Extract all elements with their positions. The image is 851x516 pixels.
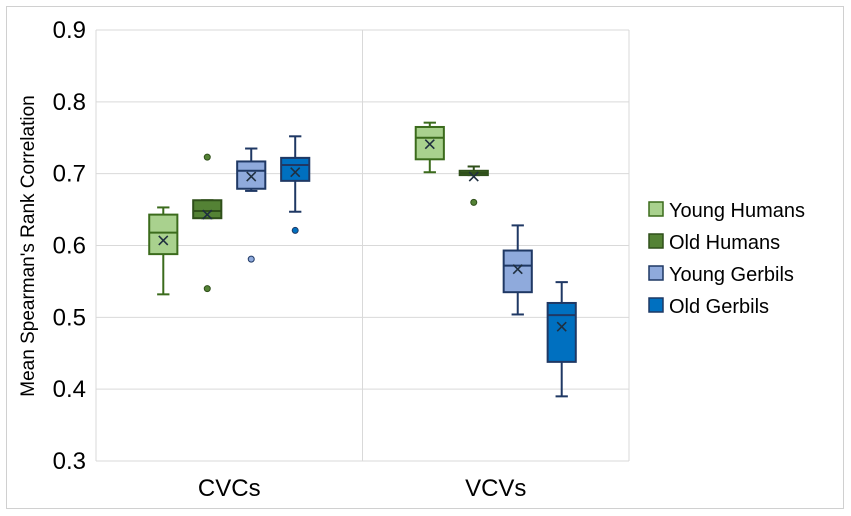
- legend-item-old-gerbils: Old Gerbils: [648, 296, 769, 318]
- mean-marker: [512, 264, 523, 275]
- legend-label: Young Humans: [669, 200, 805, 222]
- box-old-gerbils-vcvs: [546, 281, 577, 398]
- legend-swatch: [648, 201, 664, 217]
- x-category-labels: CVCs VCVs: [198, 475, 527, 502]
- box-iqr: [148, 213, 179, 256]
- mean-marker: [290, 167, 301, 178]
- legend-label: Young Gerbils: [669, 264, 794, 286]
- legend-item-old-humans: Old Humans: [648, 232, 780, 254]
- outlier-point: [247, 255, 255, 263]
- y-tick-label: 0.5: [53, 304, 86, 331]
- box-young-gerbils-vcvs: [502, 224, 533, 316]
- y-tick-label: 0.6: [53, 233, 86, 260]
- x-category-label: VCVs: [465, 475, 526, 502]
- legend-label: Old Humans: [669, 232, 780, 254]
- mean-marker: [468, 171, 479, 182]
- y-tick-label: 0.7: [53, 161, 86, 188]
- box-iqr: [502, 249, 533, 294]
- legend-item-young-gerbils: Young Gerbils: [648, 264, 794, 286]
- legend-swatch: [648, 265, 664, 281]
- grid-lines: [95, 29, 630, 462]
- box-old-humans-cvcs: [192, 153, 223, 293]
- box-iqr: [192, 199, 223, 220]
- mean-marker: [556, 321, 567, 332]
- mean-marker: [202, 209, 213, 220]
- outlier-point: [470, 198, 478, 206]
- legend: Young Humans Old Humans Young Gerbils Old G…: [648, 200, 805, 318]
- box-iqr: [546, 301, 577, 363]
- box-young-humans-cvcs: [148, 206, 179, 296]
- y-tick-label: 0.9: [53, 17, 86, 44]
- x-category-label: CVCs: [198, 475, 261, 502]
- box-old-humans-vcvs: [458, 165, 489, 206]
- y-tick-labels: 0.3 0.4 0.5 0.6 0.7 0.8 0.9: [53, 17, 86, 475]
- outlier-point: [203, 285, 211, 293]
- box-series: [148, 121, 577, 398]
- y-axis-label: Mean Spearman's Rank Correlation: [18, 95, 39, 396]
- chart-frame: [6, 6, 844, 509]
- mean-marker: [246, 171, 257, 182]
- box-young-gerbils-cvcs: [236, 147, 267, 263]
- legend-item-young-humans: Young Humans: [648, 200, 805, 222]
- mean-marker: [158, 235, 169, 246]
- legend-swatch: [648, 297, 664, 313]
- legend-label: Old Gerbils: [669, 296, 769, 318]
- y-tick-label: 0.3: [53, 448, 86, 475]
- outlier-point: [291, 226, 299, 234]
- box-young-humans-vcvs: [414, 121, 445, 174]
- y-tick-label: 0.8: [53, 89, 86, 116]
- y-tick-label: 0.4: [53, 376, 86, 403]
- mean-marker: [424, 139, 435, 150]
- box-iqr: [280, 156, 311, 182]
- box-old-gerbils-cvcs: [280, 135, 311, 234]
- outlier-point: [203, 153, 211, 161]
- legend-swatch: [648, 233, 664, 249]
- box-iqr: [236, 160, 267, 190]
